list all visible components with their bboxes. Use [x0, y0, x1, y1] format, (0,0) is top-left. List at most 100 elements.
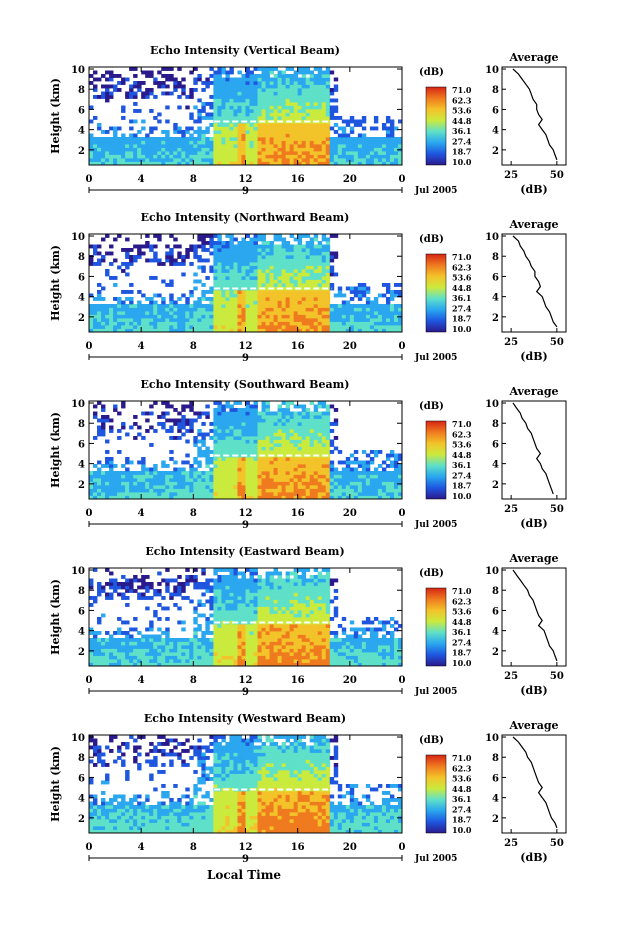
heatmap-cell [245, 304, 250, 308]
heatmap-cell [169, 652, 174, 656]
heatmap-cell [105, 641, 110, 646]
heatmap-cell [185, 485, 190, 489]
heatmap-cell [273, 297, 278, 301]
heatmap-cell [381, 460, 387, 465]
heatmap-cell [289, 116, 295, 120]
heatmap-cell [261, 70, 266, 75]
heatmap-cell [309, 116, 315, 120]
heatmap-cell [393, 151, 399, 155]
heatmap-cell [325, 91, 331, 96]
heatmap-cell [241, 411, 246, 416]
heatmap-cell [305, 151, 311, 155]
heatmap-cell [149, 126, 154, 131]
heatmap-cell [305, 446, 311, 451]
heatmap-cell [221, 325, 226, 329]
heatmap-cell [269, 464, 274, 468]
heatmap-cell [157, 655, 162, 660]
heatmap-cell [333, 77, 339, 82]
heatmap-cell [257, 411, 262, 416]
heatmap-cell [97, 290, 102, 294]
heatmap-cell [257, 300, 262, 305]
heatmap-cell [237, 311, 242, 315]
heatmap-cell [289, 234, 295, 238]
heatmap-cell [209, 659, 214, 663]
profile-y-tick-label: 8 [492, 85, 499, 96]
heatmap-cell [121, 77, 126, 82]
heatmap-cell [213, 140, 218, 145]
heatmap-cell [217, 613, 222, 618]
heatmap-cell [321, 144, 327, 148]
heatmap-cell [225, 269, 230, 273]
heatmap-cell [265, 325, 270, 329]
heatmap-cell [301, 286, 307, 291]
heatmap-cell [389, 453, 395, 458]
heatmap-cell [309, 84, 315, 89]
heatmap-cell [289, 297, 295, 301]
heatmap-cell [313, 408, 319, 412]
heatmap-cell [361, 161, 367, 166]
heatmap-cell [317, 446, 323, 451]
heatmap-cell [145, 582, 150, 586]
heatmap-cell [153, 325, 158, 329]
heatmap-cell [277, 485, 283, 489]
heatmap-cell [385, 492, 391, 496]
heatmap-cell [317, 262, 323, 266]
heatmap-cell [257, 293, 262, 298]
heatmap-cell [305, 137, 311, 141]
heatmap-cell [281, 98, 287, 103]
heatmap-cell [305, 154, 311, 159]
heatmap-cell [229, 258, 234, 263]
heatmap-cell [253, 304, 258, 308]
heatmap-cell [89, 144, 94, 148]
heatmap-cell [369, 474, 375, 479]
heatmap-cell [285, 67, 291, 71]
heatmap-cell [393, 474, 399, 479]
heatmap-cell [233, 140, 238, 145]
heatmap-cell [181, 307, 186, 312]
heatmap-cell [349, 328, 355, 333]
heatmap-cell [365, 144, 371, 148]
heatmap-cell [169, 655, 174, 660]
heatmap-cell [209, 645, 214, 649]
heatmap-cell [181, 144, 186, 148]
heatmap-cell [149, 88, 154, 92]
heatmap-cell [157, 237, 162, 242]
heatmap-cell [321, 478, 327, 482]
heatmap-cell [185, 492, 190, 496]
heatmap-cell [293, 415, 299, 419]
heatmap-cell [193, 568, 198, 572]
heatmap-cell [273, 109, 278, 113]
profile-x-tick-label: 25 [504, 170, 518, 181]
heatmap-cell [229, 109, 234, 113]
heatmap-cell [101, 645, 106, 649]
heatmap-cell [229, 140, 234, 145]
heatmap-cell [277, 404, 283, 409]
heatmap-cell [133, 258, 138, 263]
heatmap-cell [301, 140, 307, 145]
heatmap-cell [245, 425, 250, 430]
heatmap-cell [265, 481, 270, 486]
heatmap-cell [181, 318, 186, 322]
heatmap-cell [157, 662, 162, 667]
heatmap-cell [105, 77, 110, 82]
heatmap-cell [233, 478, 238, 482]
heatmap-cell [153, 321, 158, 326]
heatmap-cell [217, 237, 222, 242]
heatmap-cell [265, 158, 270, 162]
heatmap-cell [377, 307, 383, 312]
heatmap-cell [133, 641, 138, 646]
heatmap-cell [389, 321, 395, 326]
heatmap-cell [137, 425, 142, 430]
heatmap-cell [245, 418, 250, 423]
heatmap-cell [361, 133, 367, 138]
heatmap-cell [93, 251, 98, 256]
heatmap-cell [273, 265, 278, 270]
heatmap-cell [181, 314, 186, 319]
heatmap-cell [193, 130, 198, 134]
heatmap-cell [357, 328, 363, 333]
heatmap-cell [293, 293, 299, 298]
heatmap-cell [157, 488, 162, 493]
heatmap-cell [377, 471, 383, 475]
heatmap-cell [281, 488, 287, 493]
heatmap-cell [173, 84, 178, 89]
